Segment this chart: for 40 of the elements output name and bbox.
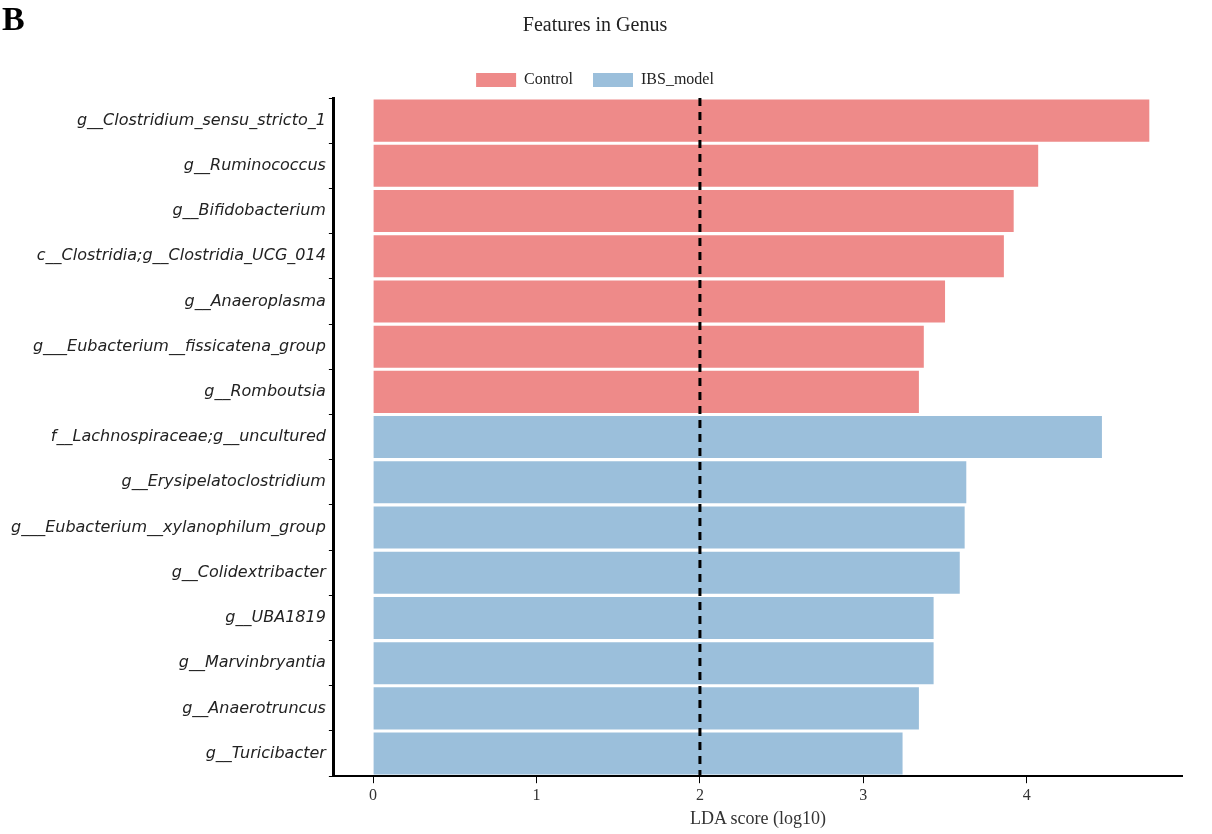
y-tick-label: g__Clostridium_sensu_stricto_1: [76, 109, 326, 130]
y-tick-label: g___Eubacterium__fissicatena_group: [32, 335, 326, 356]
legend-label: IBS_model: [641, 70, 715, 88]
x-tick-label: 4: [1022, 786, 1031, 803]
x-axis-title: LDA score (log10): [689, 807, 826, 829]
y-tick-label: g___Eubacterium__xylanophilum_group: [10, 516, 326, 537]
y-tick-label: g__Bifidobacterium: [172, 200, 326, 221]
bar: [373, 370, 919, 413]
bar: [373, 144, 1039, 187]
text: B: [2, 0, 25, 38]
bar: [373, 280, 946, 323]
bar: [373, 506, 965, 549]
x-tick-label: 0: [369, 786, 378, 803]
y-tick-label: g__Anaerotruncus: [182, 697, 326, 718]
y-tick-label: g__Anaeroplasma: [184, 290, 326, 311]
y-tick-label: c__Clostridia;g__Clostridia_UCG_014: [36, 245, 326, 266]
y-tick-label: g__Colidextribacter: [171, 561, 328, 582]
legend-label: Control: [524, 70, 574, 88]
x-tick-label: 1: [532, 786, 541, 803]
bar: [373, 732, 903, 775]
bar: [373, 596, 934, 639]
y-tick-label: f__Lachnospiraceae;g__uncultured: [50, 426, 327, 447]
bar: [373, 551, 960, 594]
y-tick-label: g__Ruminococcus: [183, 154, 326, 175]
chart-title: Features in Genus: [522, 13, 668, 36]
y-tick-label: g__Erysipelatoclostridium: [121, 471, 326, 492]
x-tick-label: 3: [859, 786, 868, 803]
bar: [373, 235, 1004, 278]
bar: [373, 99, 1150, 142]
y-tick-label: g__Marvinbryantia: [178, 652, 326, 673]
bar: [373, 687, 919, 730]
bar: [373, 642, 934, 685]
y-tick-label: g__Turicibacter: [205, 742, 328, 763]
bar: [373, 190, 1014, 233]
y-tick-label: g__Romboutsia: [204, 381, 326, 402]
y-tick-label: g__UBA1819: [225, 607, 326, 628]
bar: [373, 325, 924, 368]
bar: [373, 416, 1102, 459]
x-tick-label: 2: [695, 786, 704, 803]
bar: [373, 461, 967, 504]
